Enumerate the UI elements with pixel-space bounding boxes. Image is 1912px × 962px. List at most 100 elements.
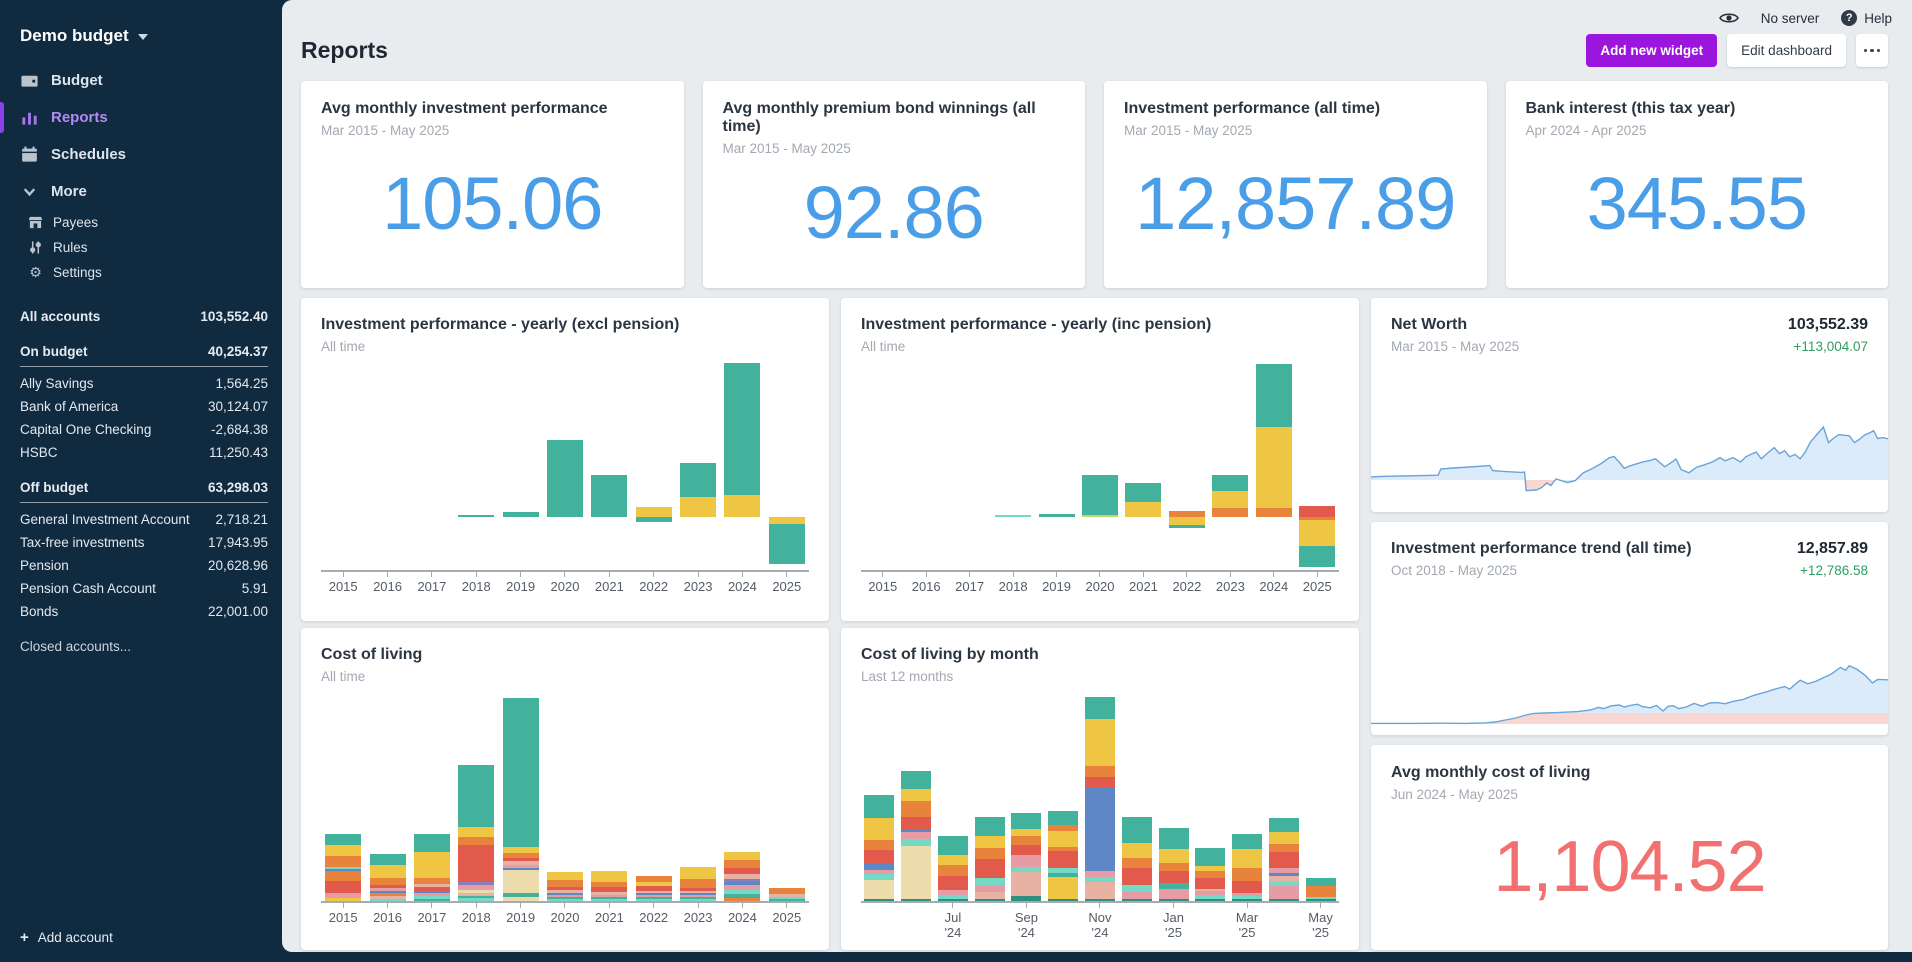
- net-worth-value: 103,552.39: [1787, 316, 1868, 333]
- sidebar-item-rules[interactable]: Rules: [0, 235, 282, 260]
- closed-accounts-link[interactable]: Closed accounts...: [20, 639, 132, 654]
- bar-2020[interactable]: [543, 356, 587, 570]
- budget-switcher[interactable]: Demo budget: [0, 0, 282, 62]
- bar-2017[interactable]: [948, 356, 991, 570]
- widget-title: Cost of living by month: [861, 646, 1039, 663]
- widget-investment-yearly-inc-pension[interactable]: Investment performance - yearly (inc pen…: [841, 298, 1359, 621]
- bar-m0[interactable]: [861, 686, 898, 901]
- bar-m5[interactable]: [1045, 686, 1082, 901]
- bar-2024[interactable]: [720, 686, 764, 901]
- widget-avg-investment[interactable]: Avg monthly investment performance Mar 2…: [301, 81, 684, 288]
- bar-2018[interactable]: [991, 356, 1034, 570]
- bar-2021[interactable]: [1122, 356, 1165, 570]
- account-row[interactable]: General Investment Account 2,718.21: [20, 512, 268, 527]
- bar-2023[interactable]: [676, 686, 720, 901]
- bar-2022[interactable]: [1165, 356, 1208, 570]
- widget-avg-cost-of-living[interactable]: Avg monthly cost of living Jun 2024 - Ma…: [1371, 745, 1888, 950]
- bar-Mar '25[interactable]: [1229, 686, 1266, 901]
- sidebar-item-payees[interactable]: Payees: [0, 210, 282, 235]
- bar-Jan '25[interactable]: [1155, 686, 1192, 901]
- bar-2017[interactable]: [410, 356, 454, 570]
- bar-2021[interactable]: [587, 686, 631, 901]
- account-row[interactable]: Pension 20,628.96: [20, 558, 268, 573]
- bar-2015[interactable]: [321, 356, 365, 570]
- bar-2022[interactable]: [632, 356, 676, 570]
- add-account-button[interactable]: + Add account: [0, 915, 282, 962]
- account-row[interactable]: Off budget 63,298.03: [20, 476, 268, 503]
- bar-m7[interactable]: [1118, 686, 1155, 901]
- kpi-value: 12,857.89: [1135, 162, 1456, 245]
- bar-2020[interactable]: [543, 686, 587, 901]
- widget-cost-of-living-by-month[interactable]: Cost of living by month Last 12 months J…: [841, 628, 1359, 950]
- privacy-eye-icon[interactable]: [1718, 11, 1739, 25]
- bar-May '25[interactable]: [1302, 686, 1339, 901]
- bar-2015[interactable]: [861, 356, 904, 570]
- bar-m3[interactable]: [971, 686, 1008, 901]
- help-button[interactable]: ? Help: [1841, 10, 1892, 26]
- bar-2025[interactable]: [765, 686, 809, 901]
- bar-2024[interactable]: [1252, 356, 1295, 570]
- bar-2024[interactable]: [720, 356, 764, 570]
- bar-2019[interactable]: [498, 686, 542, 901]
- sidebar-item-settings[interactable]: ⚙ Settings: [0, 260, 282, 285]
- widget-date-range: Mar 2015 - May 2025: [722, 141, 851, 156]
- server-status[interactable]: No server: [1761, 11, 1820, 26]
- axis-label: Nov '24: [1082, 903, 1119, 940]
- sidebar-item-reports[interactable]: Reports: [0, 99, 282, 136]
- axis-label: 2019: [498, 572, 542, 594]
- plus-icon: +: [20, 929, 29, 946]
- bar-2019[interactable]: [1035, 356, 1078, 570]
- axis-label: 2021: [1122, 572, 1165, 594]
- bar-2023[interactable]: [676, 356, 720, 570]
- axis-label: 2016: [365, 572, 409, 594]
- edit-dashboard-button[interactable]: Edit dashboard: [1727, 34, 1846, 67]
- account-row[interactable]: All accounts 103,552.40: [20, 309, 268, 324]
- bar-Sep '24[interactable]: [1008, 686, 1045, 901]
- bar-2019[interactable]: [498, 356, 542, 570]
- add-new-widget-button[interactable]: Add new widget: [1586, 34, 1718, 67]
- bar-2022[interactable]: [632, 686, 676, 901]
- gear-icon: ⚙: [29, 264, 42, 280]
- account-row[interactable]: Pension Cash Account 5.91: [20, 581, 268, 596]
- account-row[interactable]: Ally Savings 1,564.25: [20, 376, 268, 391]
- sidebar-item-more[interactable]: More: [0, 173, 282, 210]
- bar-2025[interactable]: [765, 356, 809, 570]
- sidebar-item-budget[interactable]: Budget: [0, 62, 282, 99]
- bar-2017[interactable]: [410, 686, 454, 901]
- bar-2021[interactable]: [587, 356, 631, 570]
- account-row[interactable]: On budget 40,254.37: [20, 340, 268, 367]
- account-row[interactable]: Tax-free investments 17,943.95: [20, 535, 268, 550]
- bar-2015[interactable]: [321, 686, 365, 901]
- bar-2020[interactable]: [1078, 356, 1121, 570]
- sidebar-item-schedules[interactable]: Schedules: [0, 136, 282, 173]
- more-options-button[interactable]: [1856, 34, 1888, 67]
- bar-m11[interactable]: [1265, 686, 1302, 901]
- account-row[interactable]: Bank of America 30,124.07: [20, 399, 268, 414]
- widget-investment-all-time[interactable]: Investment performance (all time) Mar 20…: [1104, 81, 1487, 288]
- bar-2016[interactable]: [365, 686, 409, 901]
- sidebar-item-label: More: [51, 183, 87, 200]
- account-row[interactable]: HSBC 11,250.43: [20, 445, 268, 460]
- widget-bank-interest[interactable]: Bank interest (this tax year) Apr 2024 -…: [1505, 81, 1888, 288]
- widget-cost-of-living[interactable]: Cost of living All time 2015 2016 2017 2018…: [301, 628, 829, 950]
- axis-label: 2025: [1296, 572, 1339, 594]
- bar-m9[interactable]: [1192, 686, 1229, 901]
- bar-2023[interactable]: [1209, 356, 1252, 570]
- widget-investment-trend[interactable]: Investment performance trend (all time) …: [1371, 522, 1888, 735]
- bar-Nov '24[interactable]: [1082, 686, 1119, 901]
- bar-m1[interactable]: [898, 686, 935, 901]
- widget-title: Bank interest (this tax year): [1525, 100, 1736, 117]
- widget-net-worth[interactable]: Net Worth 103,552.39 Mar 2015 - May 2025…: [1371, 298, 1888, 512]
- widget-title: Avg monthly premium bond winnings (all t…: [722, 100, 1036, 135]
- account-row[interactable]: Bonds 22,001.00: [20, 604, 268, 619]
- account-row[interactable]: Capital One Checking -2,684.38: [20, 422, 268, 437]
- bar-2018[interactable]: [454, 686, 498, 901]
- widget-avg-premium-bond[interactable]: Avg monthly premium bond winnings (all t…: [702, 81, 1085, 288]
- bar-2025[interactable]: [1296, 356, 1339, 570]
- bar-2018[interactable]: [454, 356, 498, 570]
- bar-2016[interactable]: [904, 356, 947, 570]
- bar-2016[interactable]: [365, 356, 409, 570]
- widget-investment-yearly-excl-pension[interactable]: Investment performance - yearly (excl pe…: [301, 298, 829, 621]
- bar-Jul '24[interactable]: [935, 686, 972, 901]
- widget-date-range: All time: [321, 339, 366, 354]
